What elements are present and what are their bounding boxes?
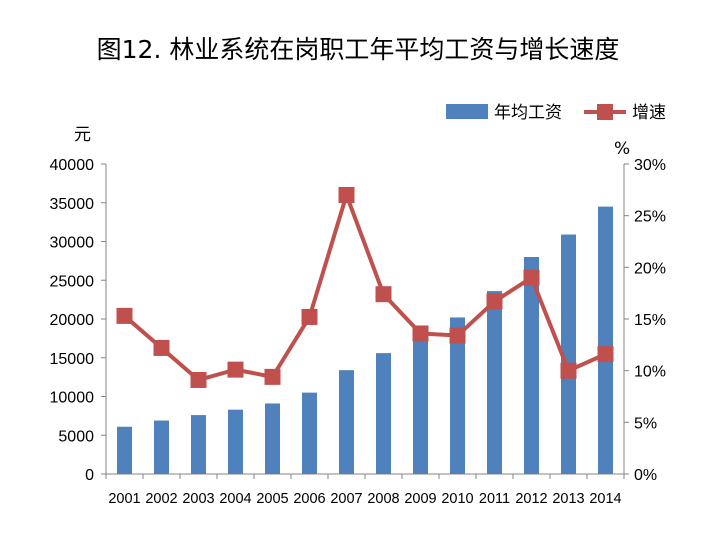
line-point bbox=[153, 339, 170, 356]
line-point bbox=[597, 346, 614, 363]
left-tick-label: 5000 bbox=[58, 428, 94, 445]
x-tick-label: 2006 bbox=[293, 491, 325, 507]
right-tick-label: 20% bbox=[634, 260, 666, 277]
left-tick-label: 10000 bbox=[50, 390, 95, 407]
x-tick-label: 2005 bbox=[256, 491, 288, 507]
x-tick-label: 2001 bbox=[108, 491, 140, 507]
bars-group bbox=[117, 206, 613, 474]
line-point bbox=[264, 368, 281, 385]
right-tick-label: 10% bbox=[634, 364, 666, 381]
right-tick-label: 25% bbox=[634, 209, 666, 226]
left-tick-label: 15000 bbox=[50, 351, 95, 368]
bar bbox=[487, 291, 502, 474]
left-tick-label: 25000 bbox=[50, 273, 95, 290]
x-tick-label: 2003 bbox=[182, 491, 214, 507]
chart-title: 图12. 林业系统在岗职工年平均工资与增长速度 bbox=[96, 35, 620, 64]
bar bbox=[339, 370, 354, 474]
right-axis-unit: % bbox=[614, 139, 630, 159]
line-point bbox=[301, 308, 318, 325]
bar bbox=[376, 353, 391, 474]
bar bbox=[154, 420, 169, 474]
legend-line-marker bbox=[597, 104, 613, 120]
legend: 年均工资 增速 bbox=[446, 103, 666, 123]
legend-bar-label: 年均工资 bbox=[494, 103, 562, 123]
right-tick-label: 5% bbox=[634, 415, 657, 432]
x-tick-label: 2010 bbox=[441, 491, 473, 507]
bar bbox=[191, 415, 206, 474]
left-tick-label: 0 bbox=[85, 467, 94, 484]
line-point bbox=[227, 361, 244, 378]
x-tick-label: 2011 bbox=[479, 491, 510, 507]
bar bbox=[265, 403, 280, 474]
x-tick-label: 2009 bbox=[404, 491, 436, 507]
ticks-group: 0 5000 10000 15000 20000 25000 30000 35000 40000… bbox=[50, 157, 667, 507]
line-point bbox=[449, 327, 466, 344]
right-tick-label: 30% bbox=[634, 157, 666, 174]
bar bbox=[302, 392, 317, 474]
line-point bbox=[523, 269, 540, 286]
bar bbox=[228, 409, 243, 474]
bar bbox=[117, 426, 132, 474]
left-tick-label: 20000 bbox=[50, 312, 95, 329]
legend-line-label: 增速 bbox=[632, 103, 666, 123]
x-tick-label: 2012 bbox=[515, 491, 547, 507]
right-tick-label: 15% bbox=[634, 312, 666, 329]
x-tick-label: 2014 bbox=[589, 491, 621, 507]
line-point bbox=[560, 362, 577, 379]
bar bbox=[598, 206, 613, 474]
left-tick-label: 35000 bbox=[50, 196, 95, 213]
line-point bbox=[190, 371, 207, 388]
line-point bbox=[375, 286, 392, 303]
x-tick-label: 2013 bbox=[552, 491, 584, 507]
x-tick-label: 2007 bbox=[330, 491, 362, 507]
line-point bbox=[116, 307, 133, 324]
left-tick-label: 30000 bbox=[50, 235, 95, 252]
bar bbox=[561, 234, 576, 474]
line-point bbox=[338, 187, 355, 203]
line-group bbox=[116, 187, 614, 388]
left-axis-unit: 元 bbox=[74, 125, 91, 145]
legend-bar-swatch bbox=[446, 104, 488, 119]
line-point bbox=[412, 325, 429, 342]
bar bbox=[524, 257, 539, 474]
x-tick-label: 2008 bbox=[367, 491, 399, 507]
bar bbox=[450, 317, 465, 474]
line-point bbox=[486, 293, 503, 310]
left-tick-label: 40000 bbox=[50, 157, 95, 174]
x-tick-label: 2004 bbox=[219, 491, 251, 507]
right-tick-label: 0% bbox=[634, 467, 657, 484]
bar bbox=[413, 336, 428, 474]
x-tick-label: 2002 bbox=[145, 491, 177, 507]
